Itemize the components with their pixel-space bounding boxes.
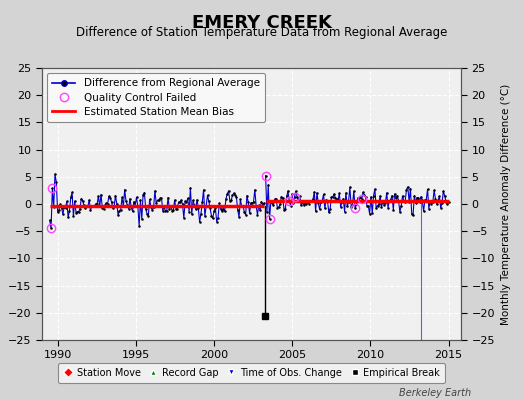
Y-axis label: Monthly Temperature Anomaly Difference (°C): Monthly Temperature Anomaly Difference (… xyxy=(500,83,510,325)
Text: EMERY CREEK: EMERY CREEK xyxy=(192,14,332,32)
Text: Difference of Station Temperature Data from Regional Average: Difference of Station Temperature Data f… xyxy=(77,26,447,39)
Text: Berkeley Earth: Berkeley Earth xyxy=(399,388,472,398)
Legend: Station Move, Record Gap, Time of Obs. Change, Empirical Break: Station Move, Record Gap, Time of Obs. C… xyxy=(58,363,445,383)
